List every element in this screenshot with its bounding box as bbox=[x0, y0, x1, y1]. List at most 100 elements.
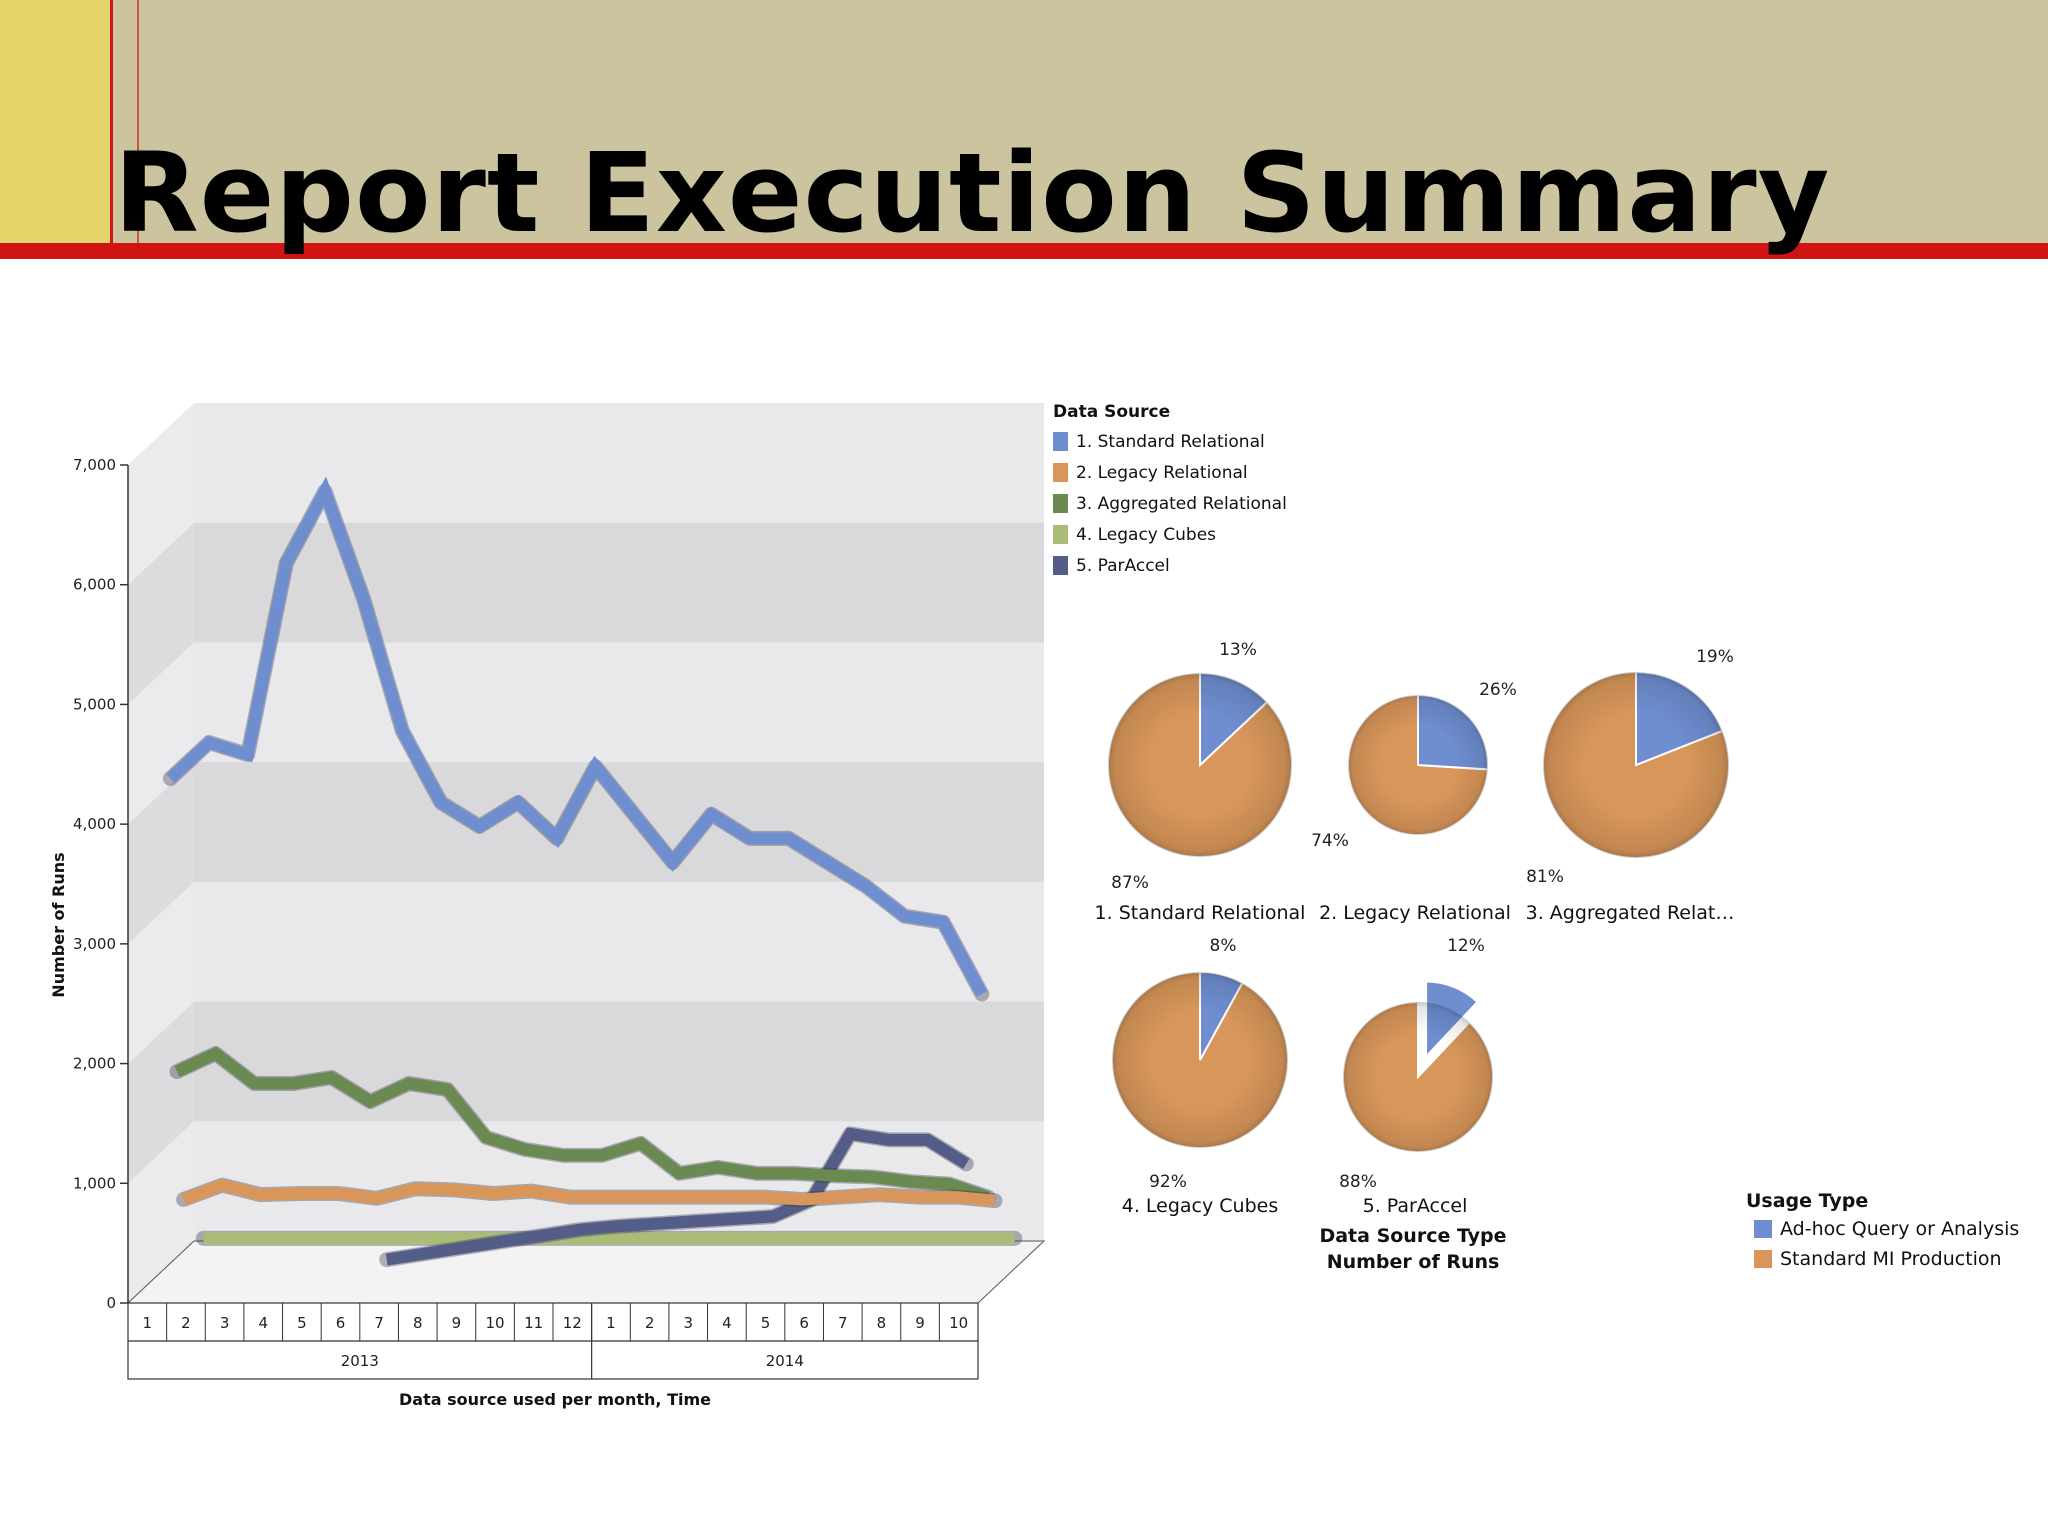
legend-swatch bbox=[1053, 525, 1068, 544]
y-tick-label: 3,000 bbox=[73, 935, 116, 953]
pie: 19% 81% 3. Aggregated Relat… bbox=[1526, 647, 1735, 924]
pie-value-label: 88% bbox=[1339, 1172, 1377, 1192]
pie-chart-subtitle: Number of Runs bbox=[1327, 1251, 1500, 1270]
header-accent-line bbox=[110, 0, 113, 245]
legend-item: 2. Legacy Relational bbox=[1053, 457, 1293, 488]
usage-legend-label: Ad-hoc Query or Analysis bbox=[1780, 1218, 2020, 1240]
usage-type-legend: Usage Type Ad-hoc Query or Analysis Stan… bbox=[1746, 1190, 2036, 1274]
wall-band bbox=[194, 522, 1044, 643]
series-line bbox=[181, 1178, 996, 1207]
x-tick-label: 5 bbox=[761, 1314, 771, 1332]
slide-header bbox=[0, 0, 2048, 245]
pie-category-label: 4. Legacy Cubes bbox=[1122, 1195, 1279, 1217]
legend-label: 2. Legacy Relational bbox=[1076, 462, 1248, 483]
pie-value-label: 19% bbox=[1696, 647, 1734, 667]
usage-legend-label: Standard MI Production bbox=[1780, 1248, 2002, 1270]
legend-swatch bbox=[1754, 1250, 1772, 1268]
legend-swatch bbox=[1053, 432, 1068, 451]
legend-label: 5. ParAccel bbox=[1076, 555, 1170, 576]
side-wall-band bbox=[128, 403, 194, 585]
legend-item: 1. Standard Relational bbox=[1053, 426, 1293, 457]
y-tick-label: 7,000 bbox=[73, 456, 116, 474]
x-tick-label: 9 bbox=[915, 1314, 925, 1332]
header-accent-line-thin bbox=[137, 0, 139, 245]
x-axis-label: Data source used per month, Time bbox=[399, 1390, 711, 1409]
legend-title: Data Source bbox=[1053, 402, 1171, 422]
y-axis: 0 1,000 2,000 3,000 4,000 5,000 6,000 7,000 bbox=[73, 456, 129, 1312]
y-tick-label: 0 bbox=[106, 1294, 116, 1312]
legend-item: 3. Aggregated Relational bbox=[1053, 488, 1293, 519]
legend-item: 4. Legacy Cubes bbox=[1053, 519, 1293, 550]
x-tick-label: 2 bbox=[645, 1314, 655, 1332]
pie-shading bbox=[1108, 673, 1292, 857]
legend-swatch bbox=[1053, 494, 1068, 513]
legend-swatch bbox=[1053, 556, 1068, 575]
y-axis-label: Number of Runs bbox=[49, 852, 68, 997]
pie-shading bbox=[1543, 672, 1729, 858]
x-tick-label: 8 bbox=[877, 1314, 887, 1332]
x-tick-label: 3 bbox=[683, 1314, 693, 1332]
pie-category-label: 2. Legacy Relational bbox=[1319, 902, 1511, 924]
legend-swatch bbox=[1053, 463, 1068, 482]
slide-title: Report Execution Summary bbox=[114, 129, 1831, 257]
y-tick-label: 5,000 bbox=[73, 695, 116, 713]
pie-value-label: 87% bbox=[1111, 873, 1149, 893]
pie-value-label: 81% bbox=[1526, 867, 1564, 887]
pie: 12% 88% 5. ParAccel bbox=[1339, 936, 1494, 1217]
wall-band bbox=[194, 403, 1044, 523]
x-tick-label: 6 bbox=[336, 1314, 346, 1332]
pie: 8% 92% 4. Legacy Cubes bbox=[1111, 936, 1289, 1217]
wall-band bbox=[194, 762, 1044, 882]
pie: 13% 87% 1. Standard Relational bbox=[1095, 640, 1306, 924]
header-accent-block bbox=[0, 0, 110, 245]
pie-category-label: 1. Standard Relational bbox=[1095, 902, 1306, 924]
y-tick-label: 1,000 bbox=[73, 1174, 116, 1192]
pie-shading bbox=[1348, 695, 1488, 835]
line-chart-legend: Data Source 1. Standard Relational 2. Leg… bbox=[1053, 402, 1293, 581]
series-line bbox=[174, 1046, 991, 1203]
side-wall-band bbox=[128, 642, 194, 825]
series-line bbox=[166, 476, 988, 997]
pie-category-label: 3. Aggregated Relat… bbox=[1526, 902, 1735, 924]
side-wall-band bbox=[128, 1121, 194, 1303]
x-tick-label: 4 bbox=[722, 1314, 732, 1332]
x-tick-label: 5 bbox=[297, 1314, 307, 1332]
legend-label: 1. Standard Relational bbox=[1076, 431, 1265, 452]
pie-value-label: 26% bbox=[1479, 680, 1517, 700]
x-tick-label: 4 bbox=[258, 1314, 268, 1332]
wall-band bbox=[194, 881, 1044, 1002]
chart-series bbox=[162, 476, 1023, 1268]
x-group-label: 2013 bbox=[341, 1352, 379, 1370]
legend-label: 4. Legacy Cubes bbox=[1076, 524, 1217, 545]
legend-label: 3. Aggregated Relational bbox=[1076, 493, 1287, 514]
x-tick-label: 12 bbox=[563, 1314, 582, 1332]
y-tick-label: 2,000 bbox=[73, 1055, 116, 1073]
pie-value-label: 13% bbox=[1219, 640, 1257, 660]
x-tick-label: 9 bbox=[452, 1314, 462, 1332]
x-group-label: 2014 bbox=[766, 1352, 804, 1370]
usage-legend-title: Usage Type bbox=[1746, 1190, 1869, 1212]
pie: 26% 74% 2. Legacy Relational bbox=[1311, 680, 1517, 924]
chart-floor bbox=[126, 1240, 1046, 1304]
x-tick-label: 11 bbox=[524, 1314, 543, 1332]
pie-shading bbox=[1343, 1002, 1493, 1152]
x-tick-label: 3 bbox=[220, 1314, 230, 1332]
side-wall-band bbox=[128, 522, 194, 705]
legend-swatch bbox=[1754, 1220, 1772, 1238]
legend-item: 5. ParAccel bbox=[1053, 550, 1293, 581]
usage-legend-item: Ad-hoc Query or Analysis bbox=[1746, 1214, 2036, 1244]
side-wall-band bbox=[128, 762, 194, 944]
pie-shading bbox=[1112, 972, 1288, 1148]
pie-chart: 13% 87% 1. Standard Relational 26% 74% 2. Leg… bbox=[1095, 640, 1735, 1270]
side-wall-band bbox=[128, 1001, 194, 1184]
pie-value-label: 92% bbox=[1149, 1172, 1187, 1192]
wall-band bbox=[194, 642, 1044, 763]
chart-back-wall bbox=[126, 403, 1046, 1304]
x-tick-label: 10 bbox=[485, 1314, 504, 1332]
side-wall-band bbox=[128, 881, 194, 1064]
wall-band bbox=[194, 1001, 1044, 1122]
pie-chart-title: Data Source Type bbox=[1319, 1225, 1506, 1247]
x-tick-label: 2 bbox=[181, 1314, 191, 1332]
